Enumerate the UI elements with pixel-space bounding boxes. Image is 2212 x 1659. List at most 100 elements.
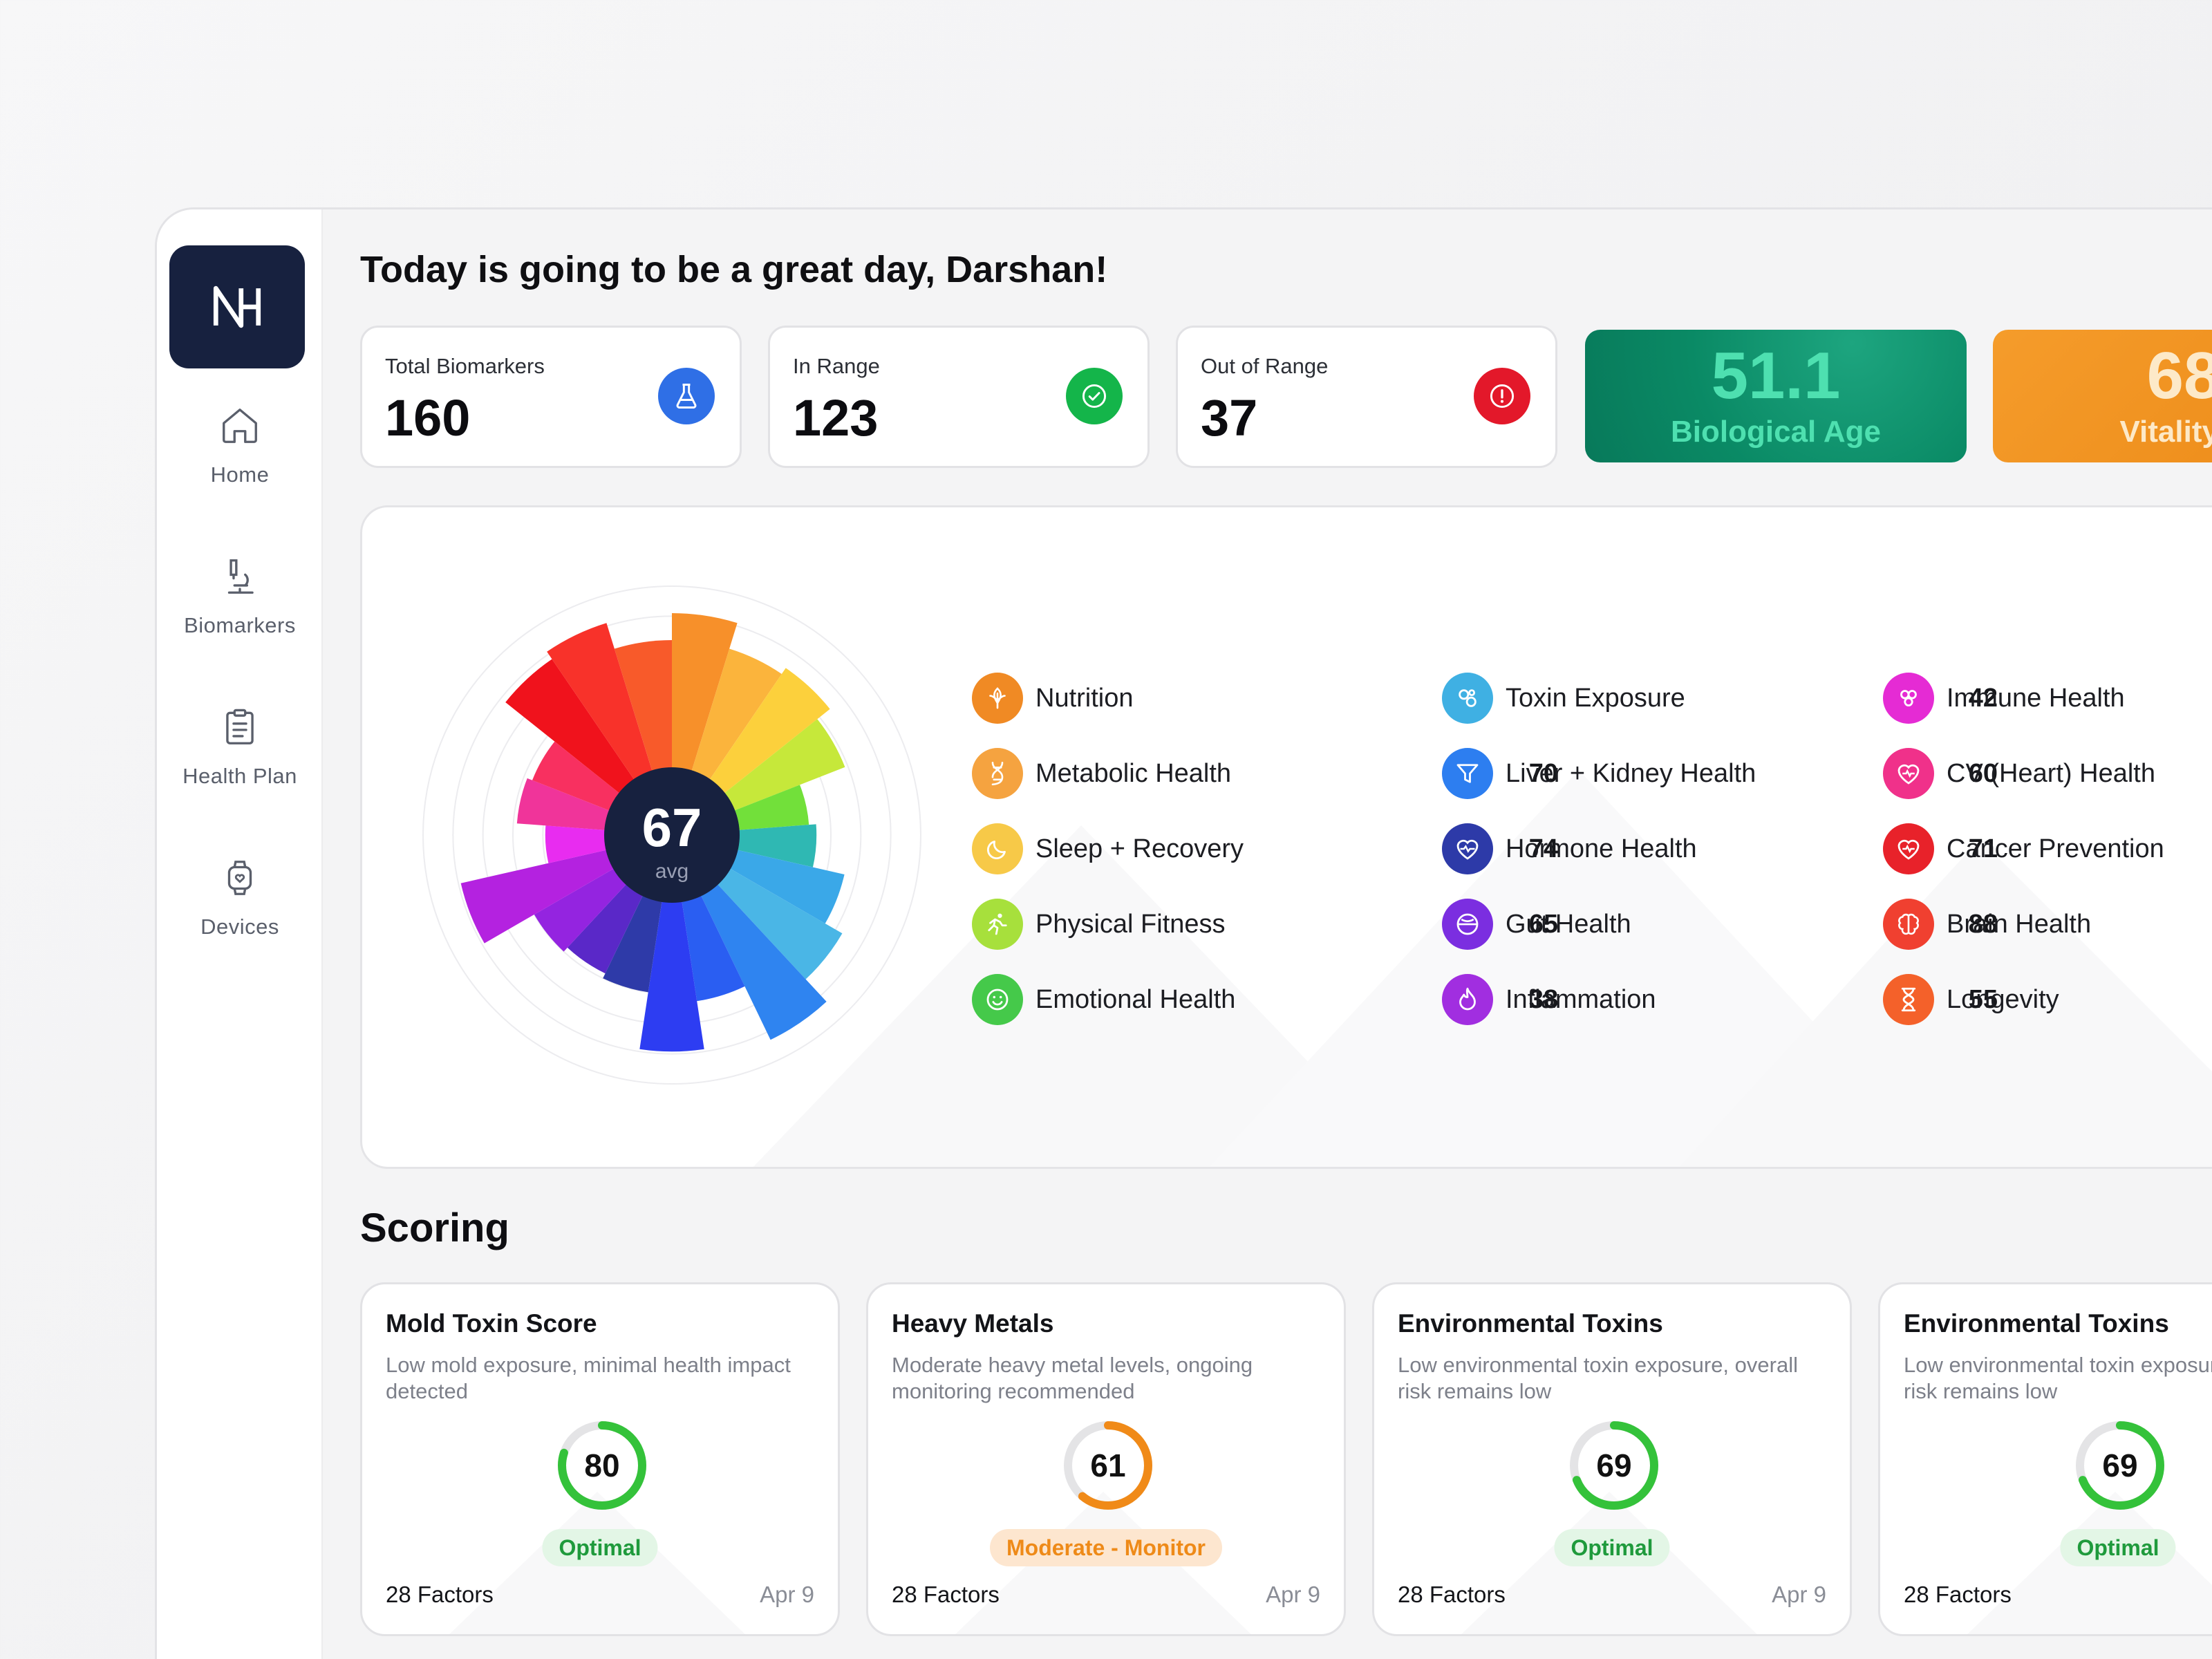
app-window: Home Biomarkers Health Plan Devices Toda… [155,207,2212,1659]
category-label: CV (Heart) Health [1947,758,2155,788]
category-label: Sleep + Recovery [1035,834,1244,863]
category-label: Physical Fitness [1035,909,1226,939]
biological-age-value: 51.1 [1711,339,1841,413]
brain-icon [1883,899,1934,950]
category-cv-heart-health[interactable]: CV (Heart) Health [1883,746,2155,801]
category-cancer-prevention[interactable]: Cancer Prevention [1883,821,2164,877]
score-card-title: Environmental Toxins [1398,1309,1663,1338]
vitality-score-card[interactable]: 68 Vitality S [1993,330,2212,462]
category-score: 71 [1968,834,1998,863]
category-label: Emotional Health [1035,984,1236,1014]
stat-card-out-of-range[interactable]: Out of Range 37 [1176,326,1557,468]
factors-count: 28 Factors [1904,1582,2012,1607]
flask-icon [658,368,715,424]
score-card-environmental-toxins[interactable]: Environmental Toxins Low environmental to… [1878,1282,2212,1636]
stat-label: Out of Range [1201,354,1329,378]
sidebar-item-biomarkers[interactable]: Biomarkers [157,555,323,638]
sidebar-item-devices[interactable]: Devices [157,856,323,939]
sidebar: Home Biomarkers Health Plan Devices [157,209,323,1659]
category-score: 38 [1528,985,1558,1014]
category-score: 65 [1528,910,1558,939]
microscope-icon [227,559,254,594]
score-date: Apr 9 [1772,1582,1826,1607]
vitality-score-label: Vitality S [2119,415,2212,449]
score-date: Apr 9 [760,1582,814,1607]
vitality-score-value: 68 [2146,339,2212,413]
status-badge: Moderate - Monitor [990,1529,1222,1566]
category-score: 55 [1968,985,1998,1014]
app-logo[interactable] [169,245,305,368]
score-value: 69 [2102,1447,2138,1483]
wheel-gridline [422,585,921,1085]
stat-value: 160 [385,389,471,447]
category-hormone-health[interactable]: Hormone Health [1442,821,1697,877]
gut-icon [1442,899,1493,950]
category-label: Hormone Health [1506,834,1697,863]
stat-card-in-range[interactable]: In Range 123 [768,326,1150,468]
sidebar-item-home[interactable]: Home [157,404,323,487]
category-nutrition[interactable]: Nutrition [972,671,1134,726]
factors-count: 28 Factors [892,1582,1000,1607]
wheel-center-badge [604,767,740,903]
score-card-environmental-toxins[interactable]: Environmental Toxins Low environmental to… [1372,1282,1852,1636]
score-card-heavy-metals[interactable]: Heavy Metals Moderate heavy metal levels,… [866,1282,1346,1636]
category-emotional-health[interactable]: Emotional Health [972,972,1235,1027]
alert-circle-icon [1474,368,1530,424]
category-label: Brain Health [1947,909,2092,939]
status-badge: Optimal [1554,1529,1670,1566]
category-score: 42 [1968,684,1998,713]
factors-count: 28 Factors [386,1582,494,1607]
category-immune-health[interactable]: Immune Health [1883,671,2125,726]
moon-icon [972,823,1023,874]
wheel-center-label: avg [655,860,688,883]
category-inflammation[interactable]: Inflammation [1442,972,1656,1027]
score-ring-progress [2076,1421,2164,1510]
stat-value: 37 [1201,389,1258,447]
wheel-segment-immune-health[interactable] [639,835,704,1052]
category-brain-health[interactable]: Brain Health [1883,897,2091,952]
category-label: Liver + Kidney Health [1506,758,1756,788]
category-physical-fitness[interactable]: Physical Fitness [972,897,1226,952]
immune-icon [1883,673,1934,724]
category-longevity[interactable]: Longevity [1883,972,2059,1027]
biological-age-card[interactable]: 51.1 Biological Age [1585,330,1967,462]
sidebar-item-label: Devices [200,915,279,939]
category-metabolic-health[interactable]: Metabolic Health [972,746,1231,801]
category-label: Inflammation [1506,984,1656,1014]
ribbon-heart-icon [1883,823,1934,874]
sidebar-item-health-plan[interactable]: Health Plan [157,706,323,789]
category-toxin-exposure[interactable]: Toxin Exposure [1442,671,1685,726]
score-value: 69 [1596,1447,1632,1483]
category-sleep-recovery[interactable]: Sleep + Recovery [972,821,1244,877]
score-date: Apr 9 [1266,1582,1320,1607]
stat-card-total-biomarkers[interactable]: Total Biomarkers 160 [360,326,742,468]
heart-icon [1883,748,1934,799]
category-label: Nutrition [1035,683,1134,713]
score-card-description: Low mold exposure, minimal health impact… [386,1353,791,1403]
category-label: Cancer Prevention [1947,834,2164,863]
hourglass-icon [1883,974,1934,1025]
biological-age-label: Biological Age [1671,415,1881,449]
score-card-title: Heavy Metals [892,1309,1054,1338]
status-badge: Optimal [2060,1529,2176,1566]
panel-background-pattern [753,770,2212,1167]
sidebar-item-label: Health Plan [182,764,297,788]
wheel-center-value: 67 [642,797,702,858]
flame-icon [1442,974,1493,1025]
running-icon [972,899,1023,950]
home-icon [223,409,257,443]
page-greeting: Today is going to be a great day, Darsha… [360,249,1108,290]
toxin-icon [1442,673,1493,724]
clipboard-icon [226,709,254,744]
score-card-title: Environmental Toxins [1904,1309,2169,1338]
category-liver-kidney-health[interactable]: Liver + Kidney Health [1442,746,1756,801]
score-ring-progress [1570,1421,1658,1510]
dna-icon [972,748,1023,799]
nh-logo-icon [213,285,261,328]
factors-count: 28 Factors [1398,1582,1506,1607]
category-gut-health[interactable]: Gut Health [1442,897,1631,952]
score-card-mold-toxin-score[interactable]: Mold Toxin Score Low mold exposure, minim… [360,1282,840,1636]
filter-icon [1442,748,1493,799]
score-value: 61 [1090,1447,1126,1483]
